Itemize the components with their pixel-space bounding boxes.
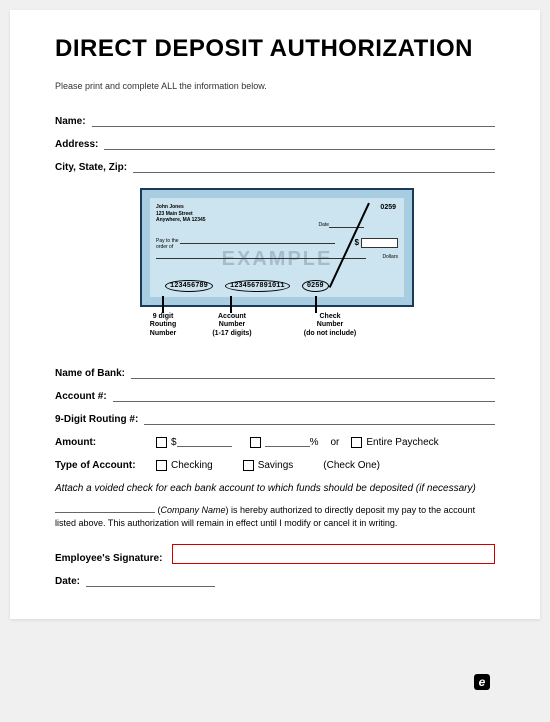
citystatezip-row: City, State, Zip: xyxy=(55,162,495,173)
citystatezip-label: City, State, Zip: xyxy=(55,162,127,173)
callout-routing: 9 digit Routing Number xyxy=(138,313,188,338)
name-row: Name: xyxy=(55,116,495,127)
checkbox-checking[interactable] xyxy=(156,460,167,471)
check-payto-label: Pay to the order of xyxy=(156,238,179,250)
micr-routing: 123456789 xyxy=(165,280,213,292)
check-inner: John Jones 123 Main Street Anywhere, MA … xyxy=(150,198,404,297)
callout-check: Check Number (do not include) xyxy=(295,313,365,338)
callout-line-routing xyxy=(162,296,164,313)
company-name-line[interactable] xyxy=(55,504,155,513)
percent-sign: % xyxy=(310,437,319,448)
check-payee: John Jones 123 Main Street Anywhere, MA … xyxy=(156,204,206,224)
check-dollars-label: Dollars xyxy=(382,254,398,260)
checkone-label: (Check One) xyxy=(323,460,380,471)
account-input-line[interactable] xyxy=(113,391,495,402)
citystatezip-input-line[interactable] xyxy=(133,162,495,173)
check-example-watermark: EXAMPLE xyxy=(222,248,333,271)
name-input-line[interactable] xyxy=(92,116,495,127)
bank-row: Name of Bank: xyxy=(55,368,495,379)
routing-input-line[interactable] xyxy=(144,414,495,425)
accttype-row: Type of Account: Checking Savings (Check… xyxy=(55,460,495,471)
signature-box[interactable] xyxy=(172,544,495,564)
checkbox-dollar[interactable] xyxy=(156,437,167,448)
authorization-text: (Company Name) is hereby authorized to d… xyxy=(55,504,495,529)
callout-line-account xyxy=(230,296,232,313)
address-row: Address: xyxy=(55,139,495,150)
check-number: 0259 xyxy=(380,204,396,211)
voided-check-note: Attach a voided check for each bank acco… xyxy=(55,483,495,494)
date-input-line[interactable] xyxy=(86,576,215,587)
date-row: Date: xyxy=(55,576,215,587)
signature-label: Employee's Signature: xyxy=(55,553,162,564)
checkbox-savings[interactable] xyxy=(243,460,254,471)
example-check-diagram: John Jones 123 Main Street Anywhere, MA … xyxy=(120,188,430,348)
micr-account: 1234567891011 xyxy=(225,280,290,292)
routing-row: 9-Digit Routing #: xyxy=(55,414,495,425)
checking-label: Checking xyxy=(171,460,213,471)
address-input-line[interactable] xyxy=(104,139,495,150)
checkbox-percent[interactable] xyxy=(250,437,261,448)
dollar-input-line[interactable] xyxy=(177,438,232,447)
account-row: Account #: xyxy=(55,391,495,402)
check-outer: John Jones 123 Main Street Anywhere, MA … xyxy=(140,188,414,307)
form-title: DIRECT DEPOSIT AUTHORIZATION xyxy=(55,35,495,63)
routing-label: 9-Digit Routing #: xyxy=(55,414,138,425)
amount-row: Amount: $ % or Entire Paycheck xyxy=(55,437,495,448)
bank-label: Name of Bank: xyxy=(55,368,125,379)
percent-input-line[interactable] xyxy=(265,438,310,447)
checkbox-entire[interactable] xyxy=(351,437,362,448)
form-page: DIRECT DEPOSIT AUTHORIZATION Please prin… xyxy=(10,10,540,619)
amount-label: Amount: xyxy=(55,437,150,448)
bank-input-line[interactable] xyxy=(131,368,495,379)
address-label: Address: xyxy=(55,139,98,150)
signature-row: Employee's Signature: xyxy=(55,544,495,564)
entire-label: Entire Paycheck xyxy=(366,437,438,448)
company-name-placeholder: Company Name xyxy=(161,505,226,515)
instruction-text: Please print and complete ALL the inform… xyxy=(55,81,495,91)
callout-line-checknum xyxy=(315,296,317,313)
check-dollar-sign: $ xyxy=(355,238,359,247)
or-text: or xyxy=(330,437,339,448)
date-label: Date: xyxy=(55,576,80,587)
check-dollars-line xyxy=(156,258,366,259)
account-label: Account #: xyxy=(55,391,107,402)
check-amount-box xyxy=(361,238,398,248)
check-micr-line: 123456789 1234567891011 0259 xyxy=(165,280,337,292)
check-payto-line xyxy=(180,243,335,244)
name-label: Name: xyxy=(55,116,86,127)
callout-account: Account Number (1-17 digits) xyxy=(202,313,262,338)
accttype-label: Type of Account: xyxy=(55,460,150,471)
savings-label: Savings xyxy=(258,460,294,471)
brand-logo-icon: e xyxy=(474,674,490,690)
micr-check: 0259 xyxy=(302,280,329,292)
